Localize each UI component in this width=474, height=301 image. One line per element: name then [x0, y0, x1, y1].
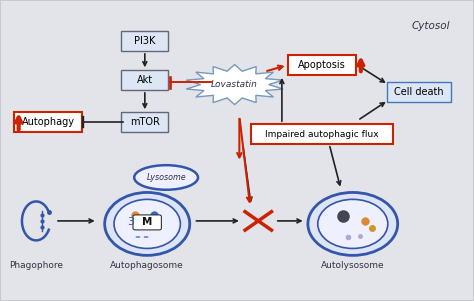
Text: Cytosol: Cytosol: [411, 21, 450, 31]
Text: Impaired autophagic flux: Impaired autophagic flux: [265, 129, 379, 138]
FancyBboxPatch shape: [121, 112, 168, 132]
FancyBboxPatch shape: [387, 82, 451, 102]
FancyBboxPatch shape: [121, 70, 168, 90]
FancyBboxPatch shape: [288, 55, 356, 75]
Text: mTOR: mTOR: [130, 117, 160, 127]
Text: M: M: [142, 217, 153, 228]
Ellipse shape: [105, 192, 190, 255]
Text: = =: = =: [136, 234, 149, 240]
Text: Autophagy: Autophagy: [21, 117, 74, 127]
Text: Lovastatin: Lovastatin: [211, 80, 258, 89]
Ellipse shape: [114, 199, 181, 248]
Text: Lysosome: Lysosome: [146, 173, 186, 182]
FancyBboxPatch shape: [133, 215, 161, 230]
FancyBboxPatch shape: [14, 112, 82, 132]
Ellipse shape: [134, 165, 198, 190]
Polygon shape: [186, 65, 283, 104]
Text: Akt: Akt: [137, 75, 153, 85]
Text: Cell death: Cell death: [394, 87, 444, 97]
FancyBboxPatch shape: [251, 124, 393, 144]
Text: PI3K: PI3K: [134, 36, 155, 46]
Text: Apoptosis: Apoptosis: [298, 60, 346, 70]
Text: Autophagosome: Autophagosome: [110, 261, 184, 270]
Ellipse shape: [318, 199, 388, 248]
Text: Autolysosome: Autolysosome: [321, 261, 384, 270]
FancyBboxPatch shape: [121, 31, 168, 51]
Text: Phagophore: Phagophore: [9, 261, 63, 270]
Ellipse shape: [308, 192, 398, 255]
Text: 3: 3: [127, 217, 134, 228]
